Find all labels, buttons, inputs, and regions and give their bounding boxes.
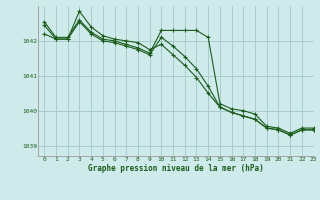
X-axis label: Graphe pression niveau de la mer (hPa): Graphe pression niveau de la mer (hPa) (88, 164, 264, 173)
